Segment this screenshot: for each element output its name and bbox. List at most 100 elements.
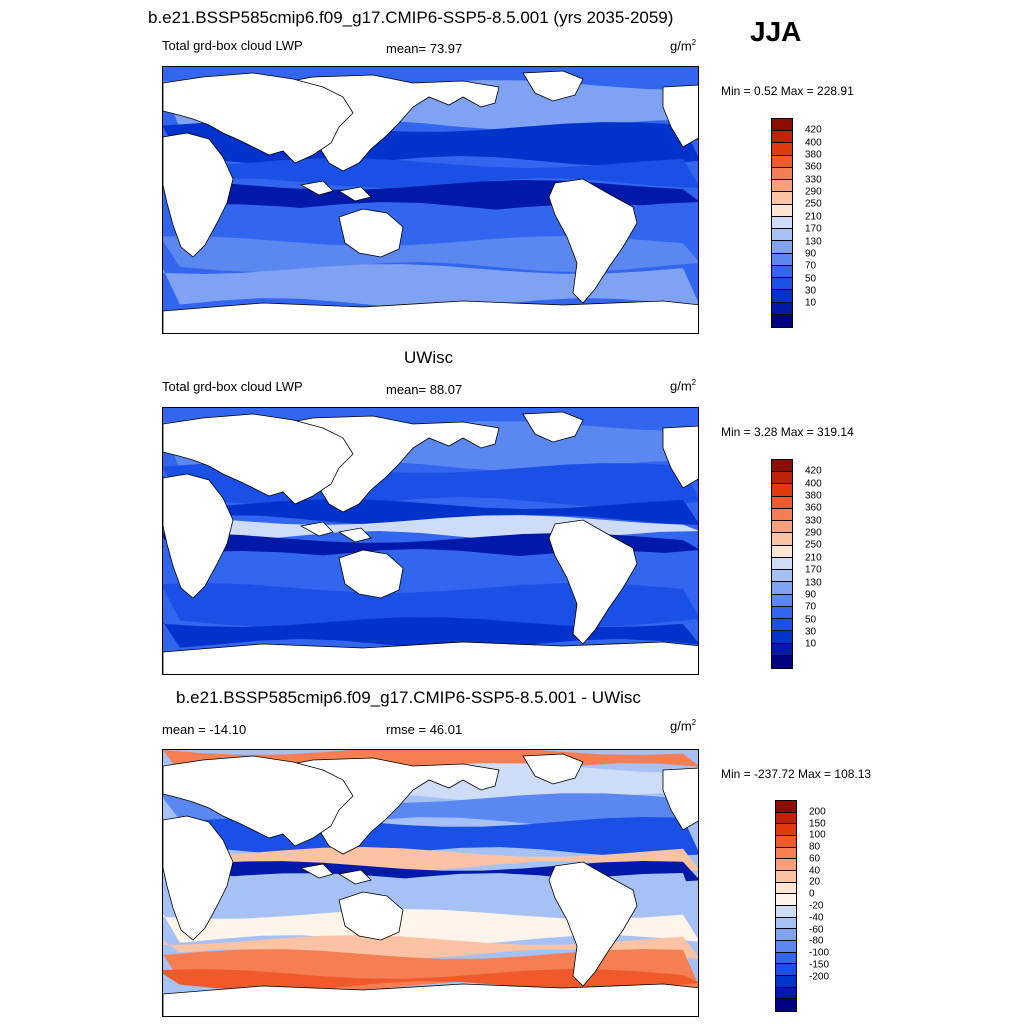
colorbar-tick-label: 70	[805, 601, 817, 613]
colorbar-box	[776, 847, 796, 860]
field-band	[163, 909, 698, 945]
field-band	[163, 617, 698, 649]
colorbar-box	[772, 496, 792, 509]
colorbar-tick-label: 130	[805, 577, 822, 589]
landmass	[548, 519, 638, 645]
landmass	[338, 891, 404, 941]
landmass	[163, 132, 234, 258]
colorbar-tick-label: 330	[805, 174, 822, 186]
landmass	[662, 767, 698, 831]
colorbar-tick-label: 0	[809, 888, 815, 900]
colorbar-box	[772, 253, 792, 266]
colorbar-tick-label: 90	[805, 589, 817, 601]
colorbar-box	[772, 594, 792, 607]
landmass	[662, 84, 698, 148]
colorbar-box	[772, 508, 792, 522]
landmass	[548, 178, 638, 304]
colorbar-tick-label: 60	[809, 853, 821, 865]
landmass	[163, 473, 234, 599]
colorbar-tick-label: 170	[805, 223, 822, 235]
colorbar-box	[772, 119, 792, 132]
colorbar-tick-label: 70	[805, 260, 817, 272]
colorbar-box	[772, 606, 792, 620]
colorbar-box	[776, 964, 796, 976]
colorbar-box	[776, 975, 796, 988]
colorbar-box	[776, 940, 796, 953]
panel-1-title: b.e21.BSSP585cmip6.f09_g17.CMIP6-SSP5-8.…	[148, 8, 674, 27]
panel-1-colorbar	[771, 118, 793, 328]
panel-2-map	[162, 407, 699, 675]
colorbar-tick-label: -100	[809, 947, 830, 959]
colorbar-box	[772, 167, 792, 181]
colorbar-box	[776, 870, 796, 883]
colorbar-tick-label: 130	[805, 236, 822, 248]
landmass	[163, 755, 354, 847]
colorbar-box	[776, 801, 796, 813]
colorbar-box	[776, 999, 796, 1011]
colorbar-tick-label: 360	[805, 502, 822, 514]
colorbar-tick-label: -60	[809, 924, 824, 936]
landmass	[299, 180, 334, 196]
colorbar-box	[776, 917, 796, 930]
colorbar-tick-label: 50	[805, 614, 817, 626]
field-band	[163, 158, 698, 188]
panel-1-variable-label: Total grd-box cloud LWP	[162, 38, 303, 53]
colorbar-box	[772, 192, 792, 205]
colorbar-box	[776, 987, 796, 1000]
colorbar-tick-label: 250	[805, 198, 822, 210]
colorbar-box	[772, 131, 792, 144]
colorbar-box	[776, 859, 796, 871]
panel-2-colorbar	[771, 459, 793, 669]
landmass	[163, 983, 698, 1016]
colorbar-tick-label: 380	[805, 490, 822, 502]
colorbar-tick-label: -150	[809, 959, 830, 971]
colorbar-tick-label: 20	[809, 876, 821, 888]
colorbar-tick-label: 10	[805, 638, 817, 650]
colorbar-tick-label: 210	[805, 552, 822, 564]
colorbar-tick-label: 10	[805, 297, 817, 309]
panel-1-map	[162, 66, 699, 334]
field-band	[163, 935, 698, 959]
panel-2-mean: mean= 88.07	[386, 382, 463, 397]
colorbar-box	[772, 460, 792, 473]
colorbar-box	[776, 824, 796, 836]
colorbar-box	[772, 631, 792, 644]
landmass	[338, 208, 404, 258]
colorbar-tick-label: 90	[805, 248, 817, 260]
colorbar-tick-label: 80	[809, 841, 821, 853]
colorbar-tick-label: 50	[805, 273, 817, 285]
colorbar-tick-label: 400	[805, 137, 822, 149]
colorbar-tick-label: 360	[805, 161, 822, 173]
colorbar-tick-label: 420	[805, 124, 822, 136]
colorbar-tick-label: 290	[805, 186, 822, 198]
landmass	[337, 186, 372, 202]
landmass	[299, 521, 334, 537]
panel-3-minmax: Min = -237.72 Max = 108.13	[721, 767, 872, 781]
colorbar-box	[772, 229, 792, 242]
colorbar-tick-label: 100	[809, 829, 826, 841]
colorbar-box	[772, 619, 792, 632]
field-band	[163, 583, 698, 627]
landmass	[522, 753, 584, 785]
panel-3-map	[162, 749, 699, 1017]
colorbar-tick-label: -200	[809, 971, 830, 983]
panel-1-map-svg	[163, 67, 698, 333]
colorbar-box	[776, 905, 796, 918]
colorbar-tick-label: 170	[805, 564, 822, 576]
colorbar-box	[772, 278, 792, 291]
colorbar-box	[772, 484, 792, 497]
colorbar-box	[776, 812, 796, 825]
colorbar-tick-label: 380	[805, 149, 822, 161]
colorbar-box	[772, 655, 792, 668]
colorbar-tick-label: 30	[805, 626, 817, 638]
panel-3-colorbar	[775, 800, 797, 1012]
landmass	[337, 869, 372, 885]
landmass	[163, 641, 698, 674]
landmass	[522, 411, 584, 443]
panel-3-map-svg	[163, 750, 698, 1016]
landmass	[337, 527, 372, 543]
landmass	[163, 300, 698, 333]
colorbar-tick-label: 330	[805, 515, 822, 527]
colorbar-tick-label: 250	[805, 539, 822, 551]
colorbar-box	[772, 314, 792, 327]
